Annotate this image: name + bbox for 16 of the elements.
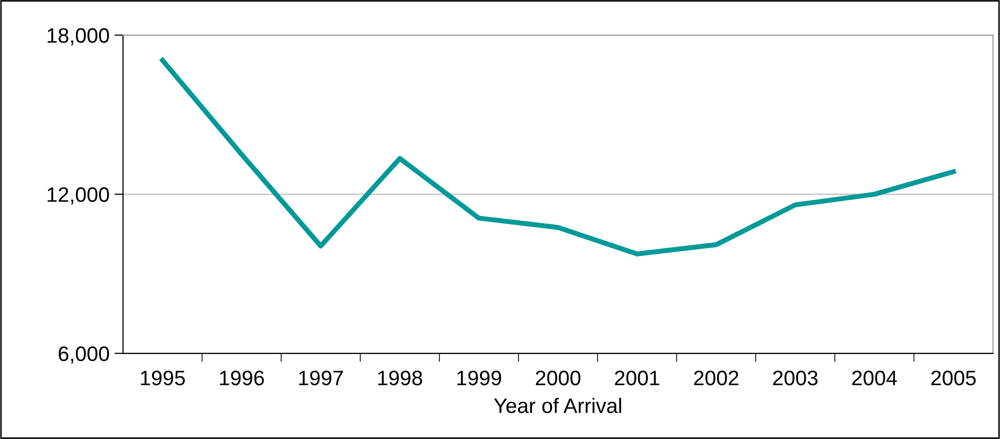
x-tick-label: 1998	[378, 370, 422, 386]
y-tick-label: 6,000	[58, 346, 109, 364]
x-tick-label: 2002	[694, 370, 738, 386]
x-tick-label: 2001	[614, 370, 660, 386]
x-tick-label: 1997	[299, 370, 343, 386]
x-tick-label: 2004	[852, 370, 897, 386]
x-tick-label: 2000	[536, 370, 580, 386]
x-tick-label: 1995	[140, 370, 185, 386]
line-series	[160, 58, 956, 256]
y-tick-label: 18,000	[48, 28, 109, 46]
x-tick-label: 1996	[220, 370, 264, 386]
x-tick-label: 1999	[457, 370, 502, 386]
y-tick-label: 12,000	[48, 187, 109, 204]
x-axis-title: Year of Arrival	[494, 398, 622, 414]
x-tick-label: 2003	[773, 370, 818, 386]
x-tick-label: 2005	[931, 370, 976, 386]
